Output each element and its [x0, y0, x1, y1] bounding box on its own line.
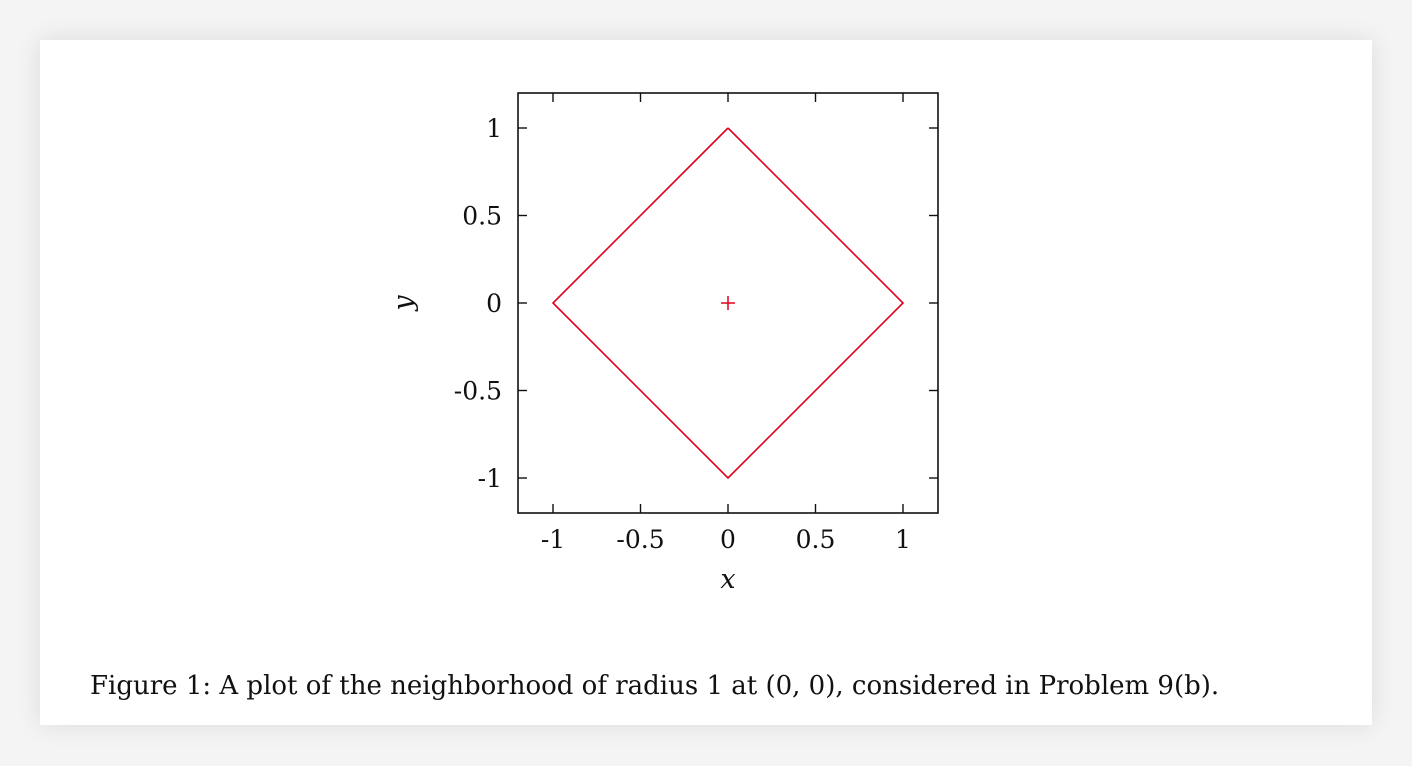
x-tick-label: 1 [895, 525, 911, 554]
y-tick-label: -0.5 [454, 377, 502, 406]
y-tick-label: -1 [478, 464, 502, 493]
x-tick-label: -1 [541, 525, 565, 554]
x-tick-label: 0.5 [796, 525, 836, 554]
y-tick-label: 0 [486, 289, 502, 318]
plot-svg: -1 -0.5 0 0.5 1 -1 -0.5 0 0.5 1 x y [388, 92, 939, 595]
x-tick-label: -0.5 [616, 525, 664, 554]
figure-caption: Figure 1: A plot of the neighborhood of … [90, 671, 1220, 701]
x-axis-label: x [720, 564, 735, 595]
x-tick-label: 0 [720, 525, 736, 554]
y-tick-label: 1 [486, 114, 502, 143]
neighborhood-diamond-line [551, 127, 905, 480]
y-tick-label: 0.5 [462, 202, 502, 231]
figure-page: -1 -0.5 0 0.5 1 -1 -0.5 0 0.5 1 x y Figure 1: A plo… [40, 40, 1372, 725]
y-axis-label: y [388, 295, 419, 312]
center-point-marker [721, 296, 735, 310]
